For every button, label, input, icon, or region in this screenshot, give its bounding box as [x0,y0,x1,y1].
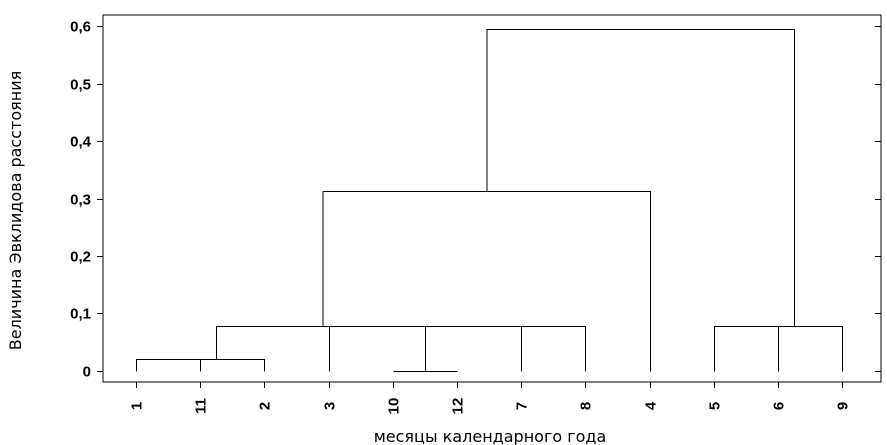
x-tick-label: 10 [386,398,403,415]
x-tick-label: 12 [450,398,467,415]
x-tick-label: 6 [771,402,788,410]
y-axis-title: Величина Эвклидова расстояния [6,71,25,350]
x-axis-title: месяцы календарного года [374,427,607,445]
dendrogram-link [474,327,586,372]
x-tick-label: 2 [257,402,274,410]
y-tick-label: 0,6 [70,19,91,36]
dendrogram-link [323,192,651,372]
y-tick-label: 0,4 [70,134,92,151]
dendrogram-link [330,327,530,372]
x-tick-label: 5 [707,402,724,410]
y-tick-label: 0 [83,364,91,381]
y-tick-label: 0,3 [70,192,91,209]
y-tick-label: 0,1 [70,306,91,323]
y-tick-label: 0,5 [70,77,91,94]
dendrogram-link [137,360,201,372]
x-tick-label: 8 [578,402,595,410]
x-tick-label: 9 [835,402,852,410]
x-axis: 1 11 2 3 10 12 7 8 4 5 6 9 [129,382,852,414]
x-tick-label: 11 [193,398,210,414]
x-tick-label: 7 [514,402,531,410]
dendrogram-link [715,327,779,372]
dendrogram-link [747,327,843,372]
dendrogram-link [217,327,430,360]
dendrogram-link [426,327,522,372]
y-tick-label: 0,2 [70,249,91,266]
x-tick-label: 4 [643,401,660,410]
dendrogram-link [169,360,265,372]
dendrogram-link [487,30,795,327]
x-tick-label: 1 [129,402,146,410]
x-tick-label: 3 [322,402,339,410]
dendrogram-links [137,30,843,372]
